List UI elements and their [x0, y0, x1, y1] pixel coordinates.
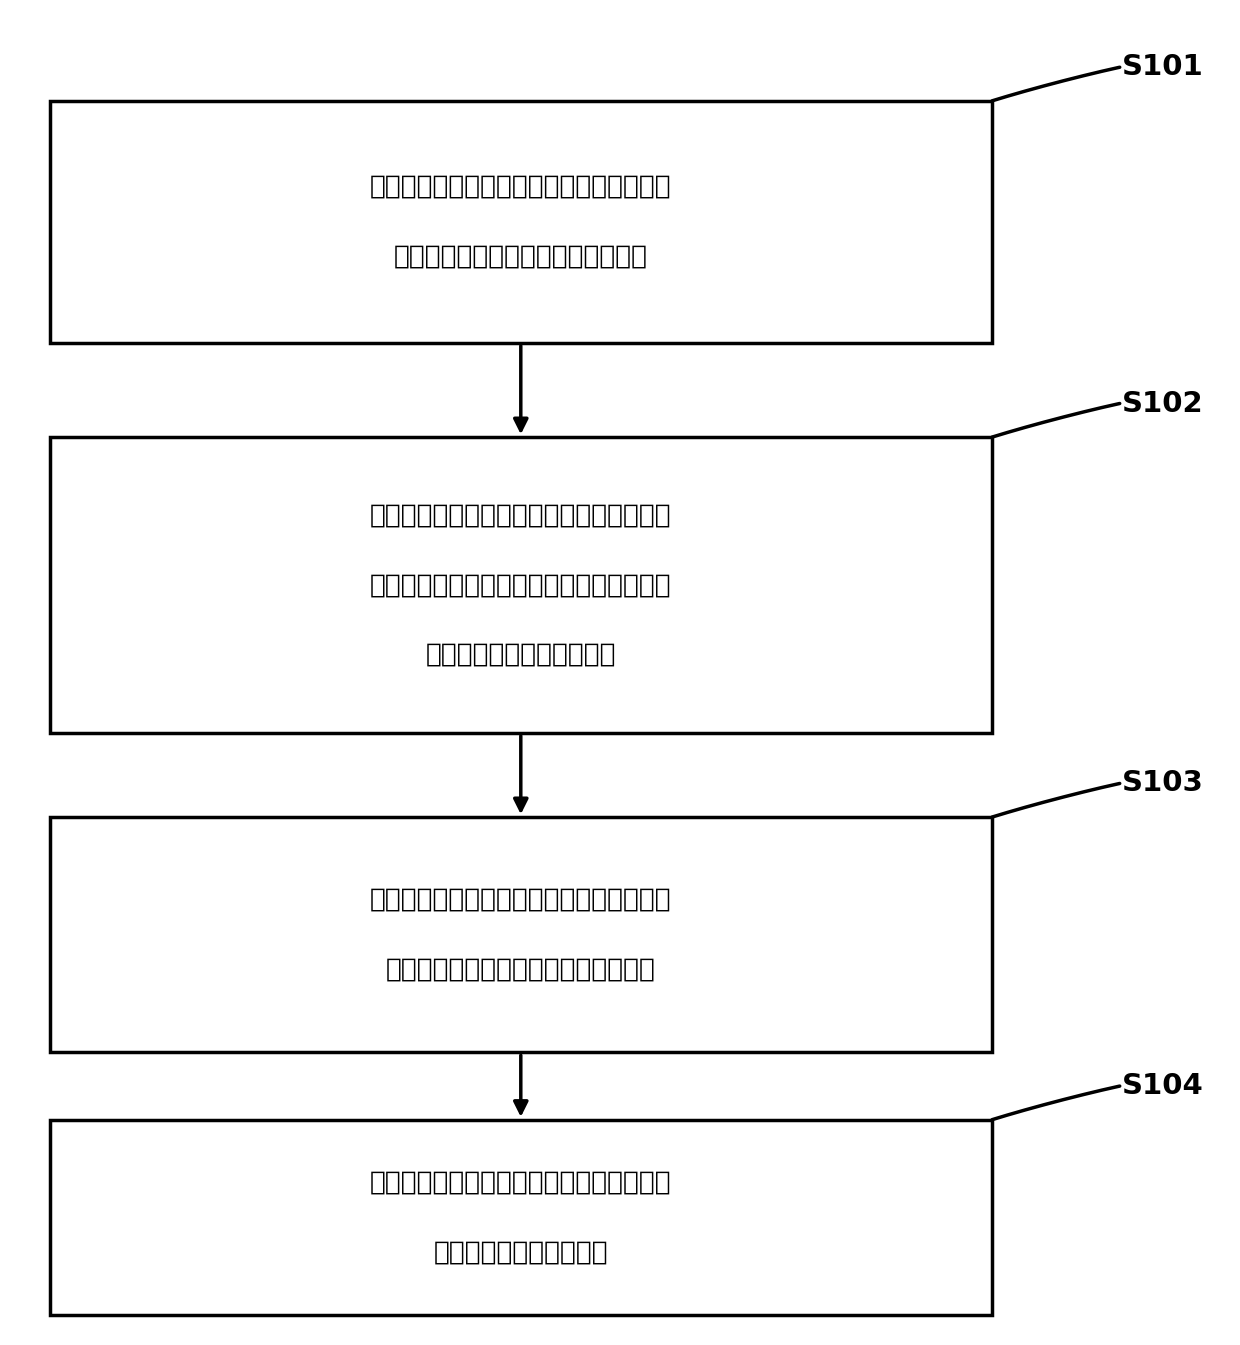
Text: S104: S104 [1122, 1072, 1204, 1100]
Text: 通过三倍频电压和二倍频环流的电压修正量: 通过三倍频电压和二倍频环流的电压修正量 [370, 886, 672, 913]
Text: 子模块电容电压整体波动: 子模块电容电压整体波动 [434, 1239, 608, 1266]
Text: S102: S102 [1122, 390, 1204, 417]
Bar [50, 818, 992, 1052]
Bar [50, 437, 992, 733]
Bar [50, 1119, 992, 1315]
Text: 频环流所对应的电压修正量: 频环流所对应的电压修正量 [425, 642, 616, 668]
Text: 相位确定叠加在调制波上三倍频电压和二倍: 相位确定叠加在调制波上三倍频电压和二倍 [370, 572, 672, 599]
Text: 根据桥臂瞬时功率的分析结果，确定二倍频: 根据桥臂瞬时功率的分析结果，确定二倍频 [370, 174, 672, 200]
Text: 确定模块化多电平换流器的调制波电压: 确定模块化多电平换流器的调制波电压 [386, 956, 656, 983]
Text: S101: S101 [1122, 54, 1204, 81]
Text: 电流和三倍频电压注入的幅值、相位: 电流和三倍频电压注入的幅值、相位 [394, 243, 647, 270]
Text: 改变模块化多电平换流器的调制波电压抑制: 改变模块化多电平换流器的调制波电压抑制 [370, 1169, 672, 1196]
Text: S103: S103 [1122, 769, 1204, 798]
Bar [50, 101, 992, 343]
Text: 根据二倍频电流和三倍频电压注入的幅值、: 根据二倍频电流和三倍频电压注入的幅值、 [370, 502, 672, 529]
